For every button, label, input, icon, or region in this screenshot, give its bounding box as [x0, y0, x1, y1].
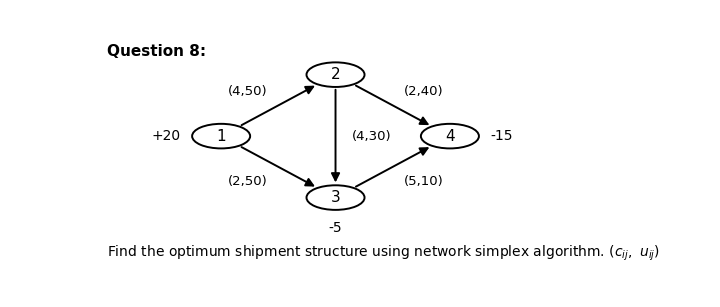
- Text: 1: 1: [216, 129, 226, 144]
- Circle shape: [307, 185, 364, 210]
- Circle shape: [421, 124, 479, 148]
- Text: 4: 4: [445, 129, 455, 144]
- Text: (4,30): (4,30): [352, 130, 392, 143]
- Text: (2,40): (2,40): [404, 85, 444, 98]
- Text: (2,50): (2,50): [228, 175, 268, 188]
- Text: (4,50): (4,50): [228, 85, 267, 98]
- Text: +20: +20: [152, 129, 181, 143]
- Text: 2: 2: [330, 67, 341, 82]
- Text: (5,10): (5,10): [403, 175, 444, 188]
- Circle shape: [307, 62, 364, 87]
- Text: Question 8:: Question 8:: [107, 44, 206, 59]
- Text: Find the optimum shipment structure using network simplex algorithm. $(c_{ij},\ : Find the optimum shipment structure usin…: [107, 243, 660, 262]
- Circle shape: [192, 124, 250, 148]
- Text: -5: -5: [329, 221, 342, 235]
- Text: -15: -15: [490, 129, 513, 143]
- Text: 3: 3: [330, 190, 341, 205]
